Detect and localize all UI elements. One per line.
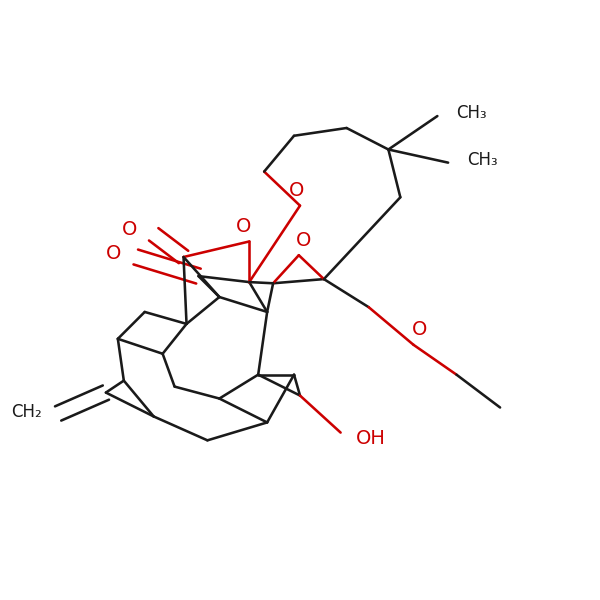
Text: O: O [412, 320, 427, 340]
Text: O: O [122, 220, 137, 239]
Text: O: O [236, 217, 251, 236]
Text: O: O [296, 231, 311, 250]
Text: OH: OH [356, 429, 385, 448]
Text: O: O [289, 181, 305, 200]
Text: O: O [106, 244, 121, 263]
Text: CH₃: CH₃ [457, 104, 487, 122]
Text: CH₂: CH₂ [11, 403, 41, 421]
Text: CH₃: CH₃ [467, 151, 498, 169]
